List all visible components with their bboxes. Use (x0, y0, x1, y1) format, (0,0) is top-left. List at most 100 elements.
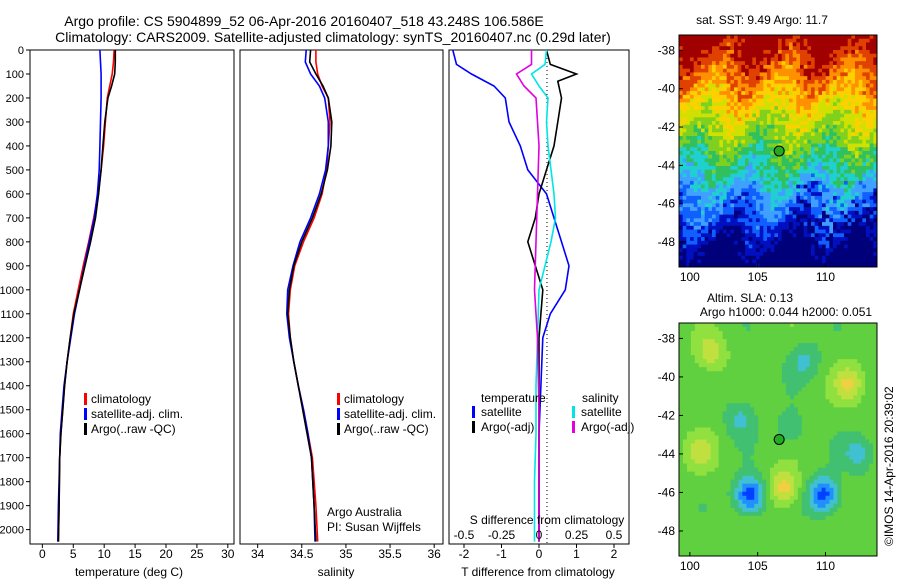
sst-cell (778, 195, 783, 201)
sla-cell (809, 419, 815, 424)
sst-cell (818, 237, 823, 242)
sla-cell (686, 391, 692, 396)
sla-cell (679, 383, 684, 388)
sla-cell (738, 355, 743, 360)
sla-cell (857, 355, 862, 360)
sst-cell (686, 210, 691, 216)
sst-cell (840, 207, 845, 212)
sst-cell (737, 240, 742, 245)
sst-cell (866, 199, 871, 204)
sst-cell (862, 117, 867, 122)
sst-cell (807, 240, 812, 245)
sla-cell (698, 339, 704, 344)
sst-cell (730, 259, 735, 264)
sst-cell (759, 53, 764, 58)
sla-cell (746, 335, 751, 340)
sst-cell (792, 203, 797, 208)
sst-cell (844, 109, 849, 114)
sst-cell (862, 151, 867, 156)
sla-cell (865, 335, 870, 340)
sst-cell (803, 218, 808, 223)
sst-cell (704, 42, 709, 47)
sst-cell (730, 225, 735, 230)
sst-cell (763, 237, 768, 242)
sla-cell (809, 439, 815, 444)
sst-cell (800, 233, 805, 238)
sla-cell (845, 367, 850, 372)
sst-cell (737, 158, 742, 163)
sla-cell (706, 335, 712, 340)
sst-cell (693, 98, 698, 103)
sla-cell (734, 423, 739, 428)
sla-cell (785, 391, 791, 396)
sst-cell (774, 117, 779, 122)
sst-cell (778, 91, 783, 96)
sst-cell (781, 169, 786, 174)
sst-cell (704, 83, 709, 88)
sst-cell (726, 259, 731, 264)
sla-cell (710, 423, 716, 428)
sst-cell (701, 259, 706, 264)
sst-cell (719, 147, 724, 152)
sst-cell (873, 180, 877, 186)
sst-cell (734, 106, 739, 111)
sla-cell (861, 383, 866, 388)
sla-cell (841, 407, 846, 412)
sla-cell (873, 339, 877, 344)
sst-cell (862, 46, 867, 51)
sst-cell (796, 225, 801, 230)
sst-cell (844, 76, 849, 81)
sst-cell (789, 199, 794, 204)
sst-cell (715, 76, 720, 81)
sst-cell (719, 210, 724, 216)
sla-cell (845, 399, 850, 404)
sst-cell (723, 147, 728, 152)
sst-cell (708, 72, 713, 77)
sla-cell (722, 407, 727, 412)
sst-cell (763, 192, 768, 197)
sst-cell (862, 203, 867, 208)
sst-cell (679, 68, 684, 73)
sst-cell (818, 158, 823, 163)
sla-cell (702, 335, 708, 340)
sst-cell (855, 158, 860, 163)
sla-cell (789, 359, 795, 364)
sst-cell (781, 139, 786, 144)
sla-cell (873, 403, 877, 408)
sla-cell (742, 387, 747, 392)
sst-cell (741, 210, 746, 216)
sla-cell (718, 351, 723, 356)
sla-cell (833, 383, 838, 388)
sst-cell (785, 199, 790, 204)
sst-cell (767, 109, 772, 114)
sla-cell (785, 335, 791, 340)
sst-cell (704, 237, 709, 242)
sla-cell (722, 339, 727, 344)
sla-cell (821, 339, 826, 344)
sla-cell (762, 367, 767, 372)
sst-cell (836, 53, 841, 58)
sst-cell (833, 229, 838, 234)
sla-cell (869, 379, 874, 384)
sst-cell (682, 102, 687, 107)
sla-cell (710, 339, 716, 344)
sst-cell (844, 255, 849, 260)
sla-cell (781, 327, 787, 332)
sla-cell (730, 387, 735, 392)
sst-cell (807, 38, 812, 43)
sst-cell (693, 128, 698, 133)
sst-cell (712, 151, 717, 156)
sst-cell (704, 225, 709, 230)
sst-cell (730, 46, 735, 51)
sst-cell (686, 46, 691, 51)
sla-cell (706, 403, 712, 408)
sst-cell (796, 106, 801, 111)
sst-cell (686, 38, 691, 43)
sst-cell (866, 207, 871, 212)
sst-cell (869, 143, 874, 148)
sst-cell (745, 72, 750, 77)
sst-cell (873, 225, 877, 230)
sla-cell (813, 411, 818, 416)
sla-cell (702, 331, 708, 336)
sst-cell (693, 237, 698, 242)
